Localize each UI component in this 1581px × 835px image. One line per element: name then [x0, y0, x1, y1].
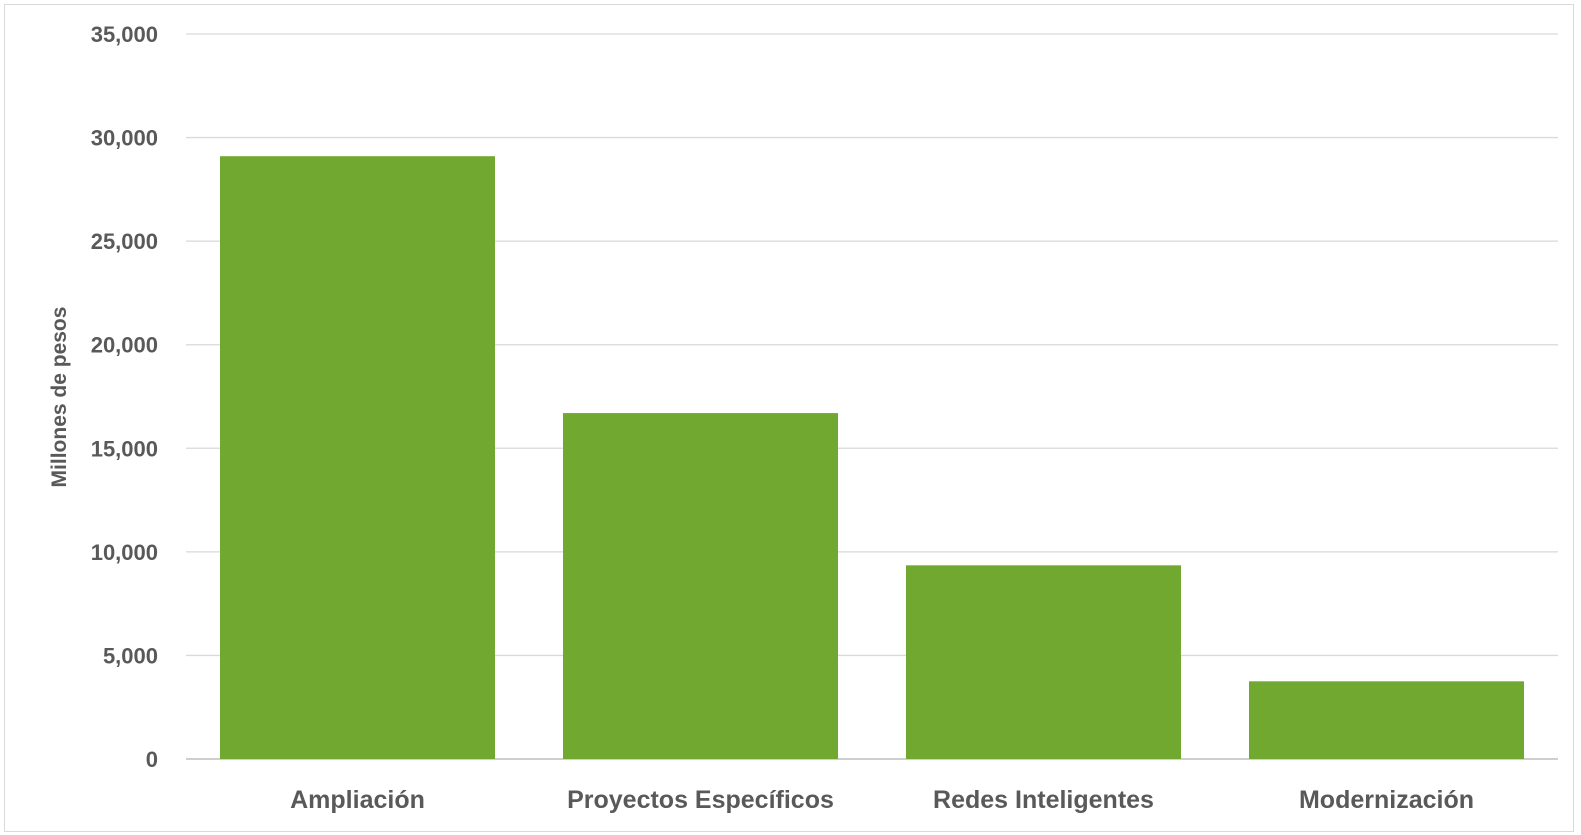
y-tick-label: 5,000 — [103, 643, 158, 668]
bar — [1249, 681, 1524, 759]
y-tick-label: 10,000 — [91, 540, 158, 565]
y-axis-title: Millones de pesos — [48, 307, 71, 488]
x-category-label: Proyectos Específicos — [567, 786, 834, 814]
y-tick-label: 20,000 — [91, 333, 158, 358]
x-category-label: Modernización — [1299, 786, 1474, 814]
y-tick-label: 25,000 — [91, 229, 158, 254]
x-category-label: Ampliación — [290, 786, 425, 814]
bar — [906, 565, 1181, 759]
bar — [563, 413, 838, 759]
bar — [220, 156, 495, 759]
y-tick-label: 30,000 — [91, 126, 158, 151]
bars — [220, 156, 1524, 759]
y-tick-label: 0 — [146, 747, 158, 772]
y-axis-ticks: 0 5,000 10,000 15,000 20,000 25,000 30,000 35,0… — [91, 22, 158, 772]
y-tick-label: 35,000 — [91, 22, 158, 47]
x-axis-categories: Ampliación Proyectos Específicos Redes Int… — [290, 786, 1474, 814]
y-tick-label: 15,000 — [91, 436, 158, 461]
x-category-label: Redes Inteligentes — [933, 786, 1154, 814]
